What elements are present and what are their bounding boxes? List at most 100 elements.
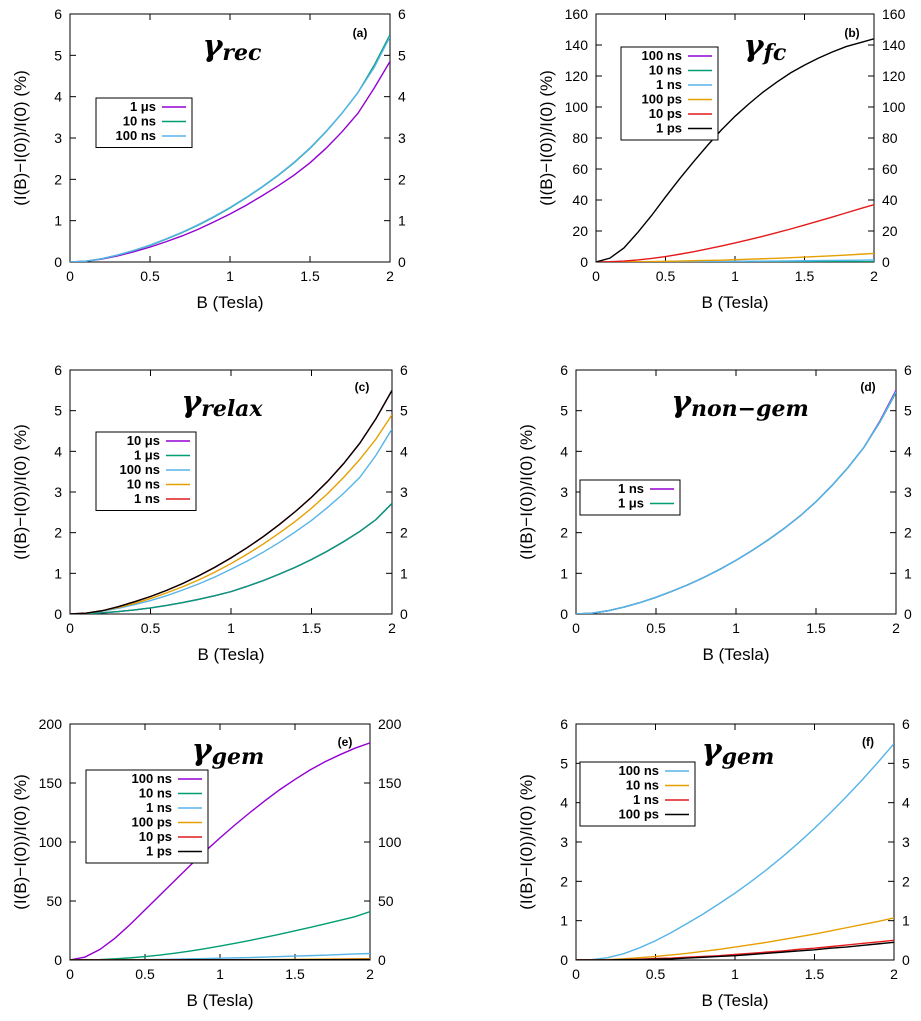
y2-tick-label: 1 xyxy=(400,565,408,581)
legend: 1 ns1 μs xyxy=(579,479,681,516)
y-tick-label: 0 xyxy=(54,254,62,270)
x-tick-label: 0.5 xyxy=(141,620,161,636)
series-group xyxy=(70,34,390,262)
legend-label: 10 ps xyxy=(139,829,172,844)
y2-tick-label: 40 xyxy=(882,192,898,208)
y-tick-label: 5 xyxy=(54,403,62,419)
y2-tick-label: 5 xyxy=(398,47,406,63)
y-tick-label: 140 xyxy=(565,37,589,53)
x-tick-label: 0 xyxy=(66,620,74,636)
x-axis-title: B (Tesla) xyxy=(197,645,264,664)
chart-panel-4: 0 01 12 23 34 45 56 60 0.5 1 1.5 2B (Tesla)(I(B)−I(… xyxy=(517,362,912,664)
y-tick-label: 150 xyxy=(39,775,63,791)
legend-label: 100 ps xyxy=(619,807,659,822)
x-tick-label: 0.5 xyxy=(646,966,666,982)
y-tick-label: 2 xyxy=(560,873,568,889)
legend-label: 1 ps xyxy=(146,844,172,859)
y-tick-label: 5 xyxy=(54,47,62,63)
y-tick-label: 6 xyxy=(54,6,62,22)
panel-label: (f) xyxy=(862,735,874,749)
y-tick-label: 120 xyxy=(565,68,589,84)
y2-tick-label: 0 xyxy=(882,254,890,270)
chart-panel-6: 0 01 12 23 34 45 56 60 0.5 1 1.5 2B (Tesla)(I(B)−I(… xyxy=(517,716,910,1010)
y-tick-label: 0 xyxy=(560,952,568,968)
y-tick-label: 5 xyxy=(560,403,568,419)
y2-tick-label: 100 xyxy=(378,834,402,850)
y2-tick-label: 5 xyxy=(400,403,408,419)
series-line xyxy=(596,38,874,262)
y2-tick-label: 4 xyxy=(398,89,406,105)
series-group xyxy=(70,389,392,614)
legend-box xyxy=(579,761,696,827)
series-line xyxy=(596,203,874,262)
legend-label: 1 μs xyxy=(130,99,156,114)
y2-tick-label: 6 xyxy=(398,6,406,22)
x-tick-label: 1.5 xyxy=(795,268,815,284)
x-tick-label: 0.5 xyxy=(140,268,160,284)
panel-label: (a) xyxy=(353,26,368,40)
legend-label: 100 ns xyxy=(116,128,156,143)
panel-label: (d) xyxy=(860,380,875,394)
y2-tick-label: 20 xyxy=(882,223,898,239)
y-tick-label: 3 xyxy=(560,484,568,500)
panel-label: (e) xyxy=(338,735,353,749)
legend-label: 10 ns xyxy=(127,477,160,492)
y2-tick-label: 2 xyxy=(902,873,910,889)
series-line xyxy=(70,34,390,262)
y-tick-label: 4 xyxy=(560,443,568,459)
series-line xyxy=(70,742,370,960)
y-tick-label: 1 xyxy=(560,913,568,929)
x-tick-label: 0.5 xyxy=(656,268,676,284)
y-tick-label: 4 xyxy=(54,443,62,459)
series-line xyxy=(576,941,894,960)
legend-label: 1 μs xyxy=(134,448,160,463)
x-tick-label: 0.5 xyxy=(135,966,155,982)
y2-tick-label: 80 xyxy=(882,130,898,146)
x-tick-label: 0 xyxy=(572,620,580,636)
y-tick-label: 20 xyxy=(572,223,588,239)
x-tick-label: 2 xyxy=(388,620,396,636)
y-axis-title: (I(B)−I(0))/I(0) (%) xyxy=(11,424,30,560)
y2-tick-label: 0 xyxy=(400,606,408,622)
legend-label: 10 ns xyxy=(139,786,172,801)
legend-label: 100 ns xyxy=(619,763,659,778)
x-axis-title: B (Tesla) xyxy=(186,991,253,1010)
y-tick-label: 1 xyxy=(54,565,62,581)
y-tick-label: 100 xyxy=(39,834,63,850)
y-tick-label: 50 xyxy=(46,893,62,909)
y2-tick-label: 0 xyxy=(904,606,912,622)
series-line xyxy=(596,252,874,262)
legend-label: 1 ps xyxy=(656,121,682,136)
legend-label: 100 ps xyxy=(132,815,172,830)
legend-box xyxy=(85,769,209,864)
y2-tick-label: 60 xyxy=(882,161,898,177)
legend-label: 1 μs xyxy=(618,496,644,511)
legend-label: 1 ns xyxy=(618,481,644,496)
legend-label: 10 μs xyxy=(127,433,160,448)
legend-label: 10 ns xyxy=(123,114,156,129)
panel-title: γgem xyxy=(192,733,264,770)
x-tick-label: 1 xyxy=(216,966,224,982)
series-group xyxy=(576,390,896,614)
y2-tick-label: 4 xyxy=(904,443,912,459)
x-tick-label: 0 xyxy=(66,966,74,982)
legend-label: 1 ns xyxy=(656,77,682,92)
x-axis-title: B (Tesla) xyxy=(196,293,263,312)
series-line xyxy=(70,502,392,614)
y-axis-title: (I(B)−I(0))/I(0) (%) xyxy=(11,70,30,206)
chart-panel-1: 0 01 12 23 34 45 56 60 0.5 1 1.5 2B (Tesla)(I(B)−I(… xyxy=(11,6,406,312)
x-tick-label: 1 xyxy=(731,966,739,982)
y-tick-label: 1 xyxy=(560,565,568,581)
y2-tick-label: 150 xyxy=(378,775,402,791)
series-group xyxy=(70,742,370,960)
legend-label: 10 ns xyxy=(649,63,682,78)
legend-label: 100 ns xyxy=(642,48,682,63)
x-tick-label: 2 xyxy=(366,966,374,982)
y-tick-label: 80 xyxy=(572,130,588,146)
y2-tick-label: 1 xyxy=(904,565,912,581)
series-line xyxy=(70,389,392,614)
y2-tick-label: 0 xyxy=(902,952,910,968)
x-tick-label: 2 xyxy=(892,620,900,636)
